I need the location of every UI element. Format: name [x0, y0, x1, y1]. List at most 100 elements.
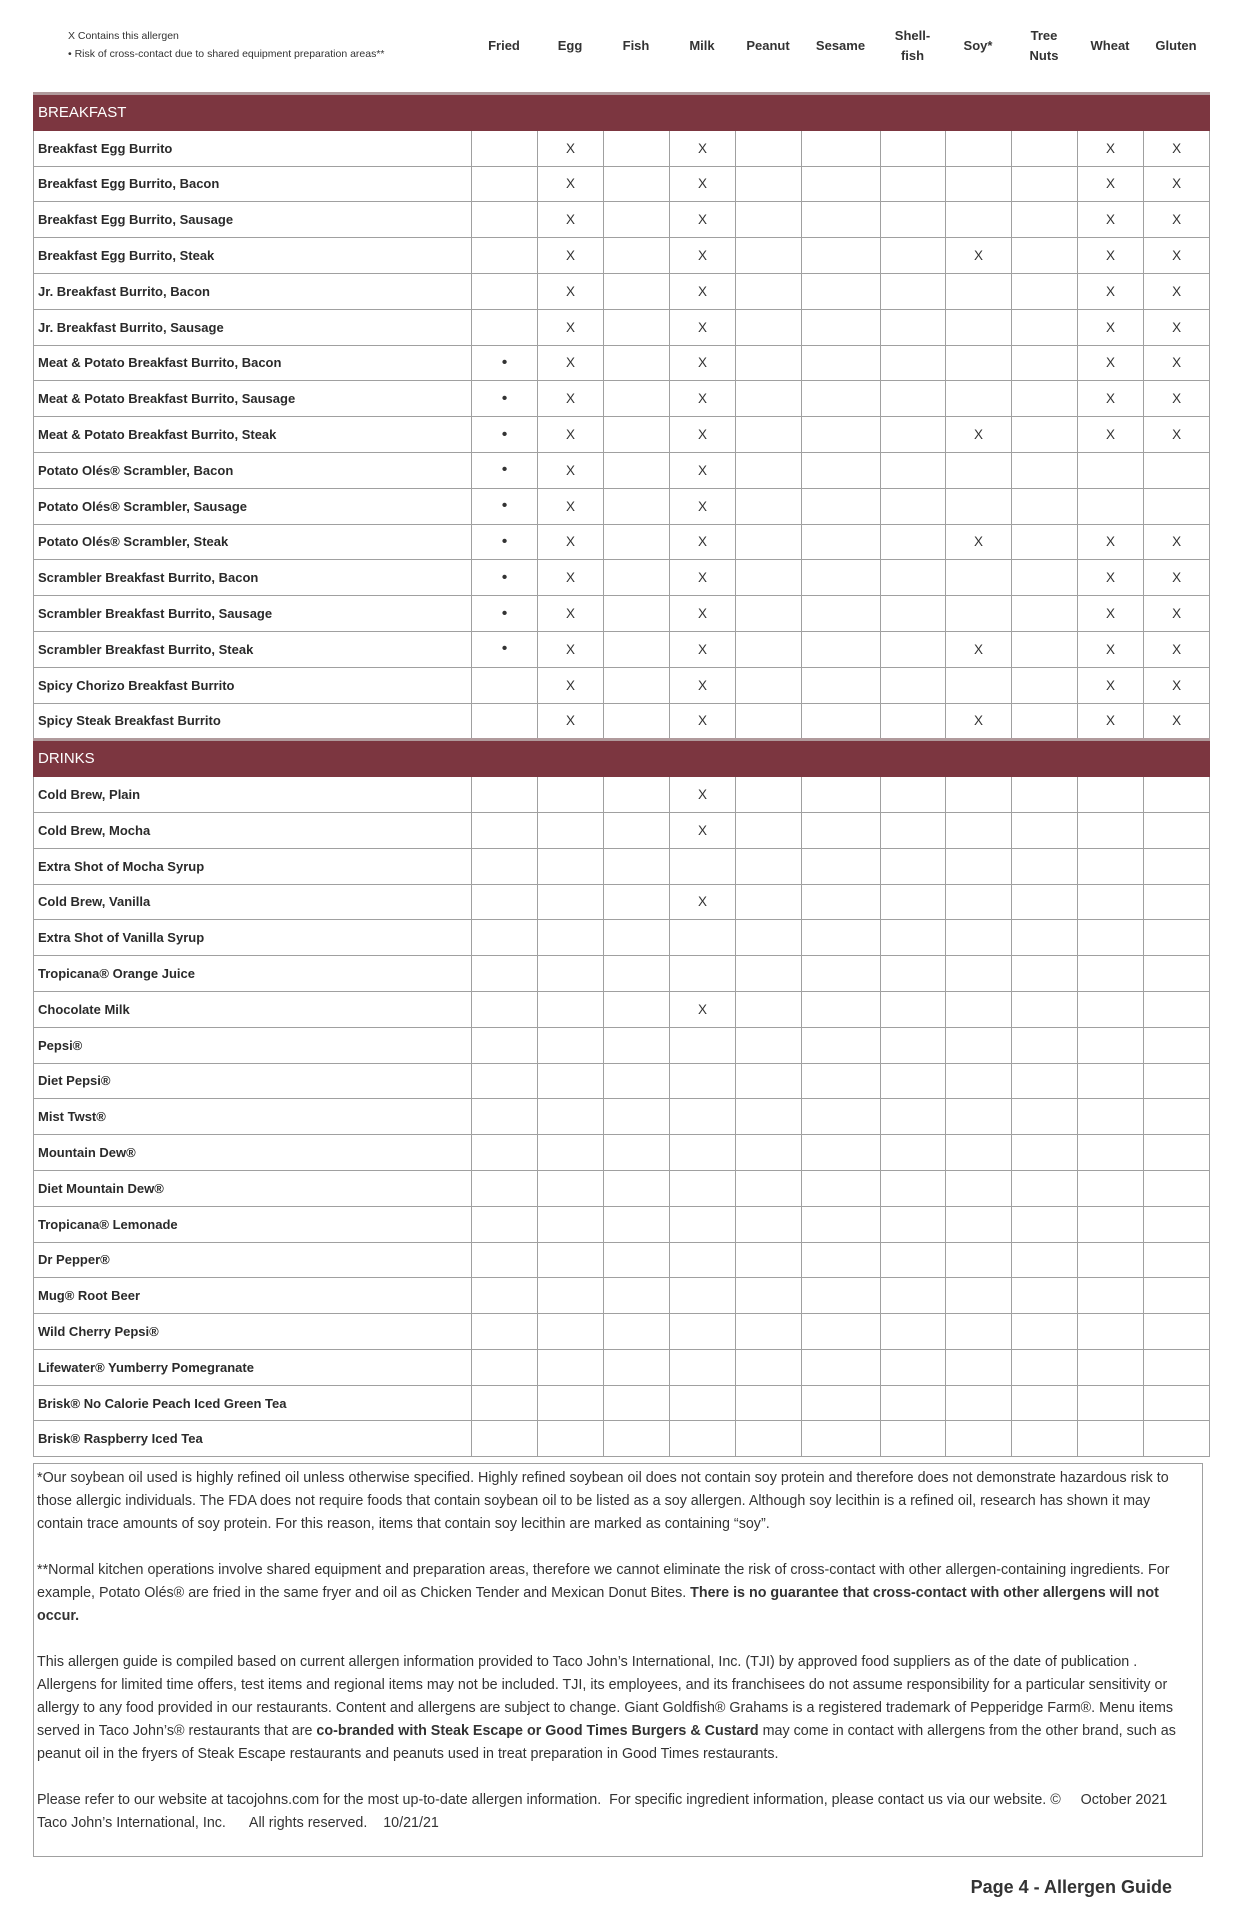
allergen-cell [603, 129, 670, 167]
allergen-cell [735, 1420, 802, 1458]
allergen-cell [669, 1313, 736, 1350]
allergen-cell: X [537, 702, 604, 741]
allergen-cell [735, 1169, 802, 1207]
allergen-cell [603, 1313, 670, 1350]
legend-risk: • Risk of cross-contact due to shared eq… [68, 48, 385, 60]
table-row: Jr. Breakfast Burrito, Sausage X X X X [33, 308, 1211, 346]
allergen-cell: X [1142, 416, 1211, 453]
item-name: Potato Olés® Scrambler, Sausage [33, 487, 472, 525]
allergen-cell [945, 883, 1012, 921]
allergen-cell [945, 990, 1012, 1028]
allergen-cell [735, 201, 802, 239]
allergen-cell [1142, 811, 1211, 849]
allergen-cell [471, 1420, 538, 1458]
allergen-cell [880, 990, 946, 1028]
allergen-cell [801, 919, 881, 957]
allergen-cell: X [1142, 165, 1211, 203]
allergen-cell [471, 1098, 538, 1136]
allergen-cell [603, 955, 670, 992]
website-note: Please refer to our website at tacojohns… [37, 1792, 1191, 1831]
allergen-cell [669, 847, 736, 885]
allergen-cell [880, 308, 946, 346]
allergen-cell [1077, 990, 1144, 1028]
column-header: Gluten [1155, 38, 1197, 53]
allergen-cell [801, 129, 881, 167]
allergen-cell [735, 595, 802, 632]
item-name: Breakfast Egg Burrito, Bacon [33, 165, 472, 203]
allergen-cell [735, 380, 802, 418]
allergen-cell [880, 451, 946, 489]
table-row: Chocolate Milk X [33, 990, 1211, 1028]
allergen-cell [669, 1134, 736, 1171]
allergen-cell [471, 1277, 538, 1315]
table-row: Breakfast Egg Burrito, Sausage X X X X [33, 201, 1211, 239]
allergen-cell [603, 776, 670, 813]
allergen-cell [603, 919, 670, 957]
allergen-cell: X [669, 380, 736, 418]
allergen-cell [1011, 1313, 1078, 1350]
allergen-cell [880, 416, 946, 453]
allergen-cell [735, 1277, 802, 1315]
allergen-cell [537, 1384, 604, 1422]
item-name: Meat & Potato Breakfast Burrito, Sausage [33, 380, 472, 418]
allergen-cell [801, 1241, 881, 1279]
allergen-cell [1142, 955, 1211, 992]
allergen-cell: X [1077, 380, 1144, 418]
allergen-cell [880, 237, 946, 274]
table-row: Jr. Breakfast Burrito, Bacon X X X X [33, 272, 1211, 310]
allergen-cell [669, 1062, 736, 1100]
allergen-cell [1011, 308, 1078, 346]
allergen-cell [945, 129, 1012, 167]
allergen-cell [603, 1169, 670, 1207]
allergen-cell: X [945, 702, 1012, 741]
table-row: Extra Shot of Vanilla Syrup [33, 919, 1211, 957]
item-name: Dr Pepper® [33, 1241, 472, 1279]
allergen-cell [801, 955, 881, 992]
allergen-cell [735, 776, 802, 813]
allergen-cell [1077, 847, 1144, 885]
allergen-cell [1011, 1348, 1078, 1386]
allergen-cell [1077, 1098, 1144, 1136]
allergen-cell: X [669, 129, 736, 167]
allergen-cell: X [669, 630, 736, 668]
allergen-cell [537, 919, 604, 957]
allergen-cell [1077, 1134, 1144, 1171]
table-row: Spicy Chorizo Breakfast Burrito X X X X [33, 666, 1211, 704]
table-row: Breakfast Egg Burrito, Bacon X X X X [33, 165, 1211, 203]
allergen-cell: • [471, 595, 538, 632]
allergen-cell: X [537, 559, 604, 597]
allergen-cell [1077, 1420, 1144, 1458]
allergen-cell [735, 1348, 802, 1386]
allergen-cell [945, 1026, 1012, 1064]
allergen-cell [471, 1134, 538, 1171]
allergen-cell [801, 1169, 881, 1207]
allergen-cell: • [471, 451, 538, 489]
item-name: Breakfast Egg Burrito, Steak [33, 237, 472, 274]
allergen-cell [735, 1134, 802, 1171]
allergen-cell [1142, 451, 1211, 489]
allergen-cell [1011, 165, 1078, 203]
allergen-cell [1142, 1277, 1211, 1315]
allergen-cell [471, 666, 538, 704]
allergen-cell [1011, 702, 1078, 741]
allergen-cell [1011, 1098, 1078, 1136]
allergen-cell [801, 630, 881, 668]
allergen-cell [471, 129, 538, 167]
allergen-cell [1142, 1241, 1211, 1279]
allergen-cell [880, 201, 946, 239]
allergen-cell [945, 1062, 1012, 1100]
allergen-cell [880, 666, 946, 704]
allergen-cell [880, 272, 946, 310]
allergen-cell: X [1142, 559, 1211, 597]
allergen-cell: X [1142, 702, 1211, 741]
allergen-cell [603, 1420, 670, 1458]
allergen-cell [603, 487, 670, 525]
allergen-cell [945, 776, 1012, 813]
allergen-cell [1011, 523, 1078, 561]
allergen-cell: X [537, 129, 604, 167]
allergen-cell [945, 201, 1012, 239]
allergen-cell [945, 380, 1012, 418]
allergen-cell [1142, 1313, 1211, 1350]
item-name: Brisk® Raspberry Iced Tea [33, 1420, 472, 1458]
allergen-cell [603, 380, 670, 418]
